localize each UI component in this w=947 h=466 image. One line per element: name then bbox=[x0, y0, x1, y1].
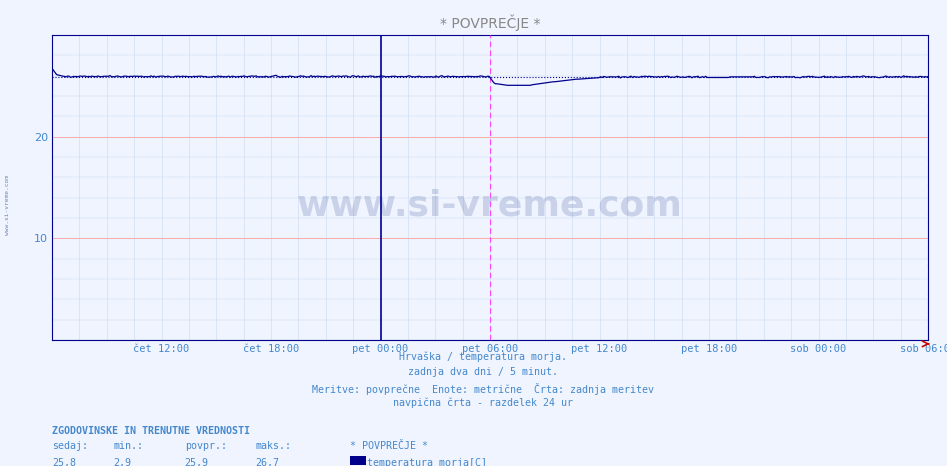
Text: Meritve: povprečne  Enote: metrične  Črta: zadnja meritev: Meritve: povprečne Enote: metrične Črta:… bbox=[312, 383, 654, 395]
Text: ZGODOVINSKE IN TRENUTNE VREDNOSTI: ZGODOVINSKE IN TRENUTNE VREDNOSTI bbox=[52, 426, 250, 436]
Text: maks.:: maks.: bbox=[256, 441, 292, 451]
Text: * POVPREČJE *: * POVPREČJE * bbox=[350, 441, 428, 451]
Text: www.si-vreme.com: www.si-vreme.com bbox=[297, 189, 683, 223]
Text: 2,9: 2,9 bbox=[114, 458, 132, 466]
Text: temperatura morja[C]: temperatura morja[C] bbox=[367, 458, 488, 466]
Text: sedaj:: sedaj: bbox=[52, 441, 88, 451]
Text: povpr.:: povpr.: bbox=[185, 441, 226, 451]
Text: navpična črta - razdelek 24 ur: navpična črta - razdelek 24 ur bbox=[393, 398, 573, 409]
Text: www.si-vreme.com: www.si-vreme.com bbox=[5, 175, 10, 235]
Text: 25,9: 25,9 bbox=[185, 458, 208, 466]
Text: min.:: min.: bbox=[114, 441, 144, 451]
Text: zadnja dva dni / 5 minut.: zadnja dva dni / 5 minut. bbox=[408, 367, 558, 377]
Title: * POVPREČJE *: * POVPREČJE * bbox=[439, 14, 541, 31]
Text: Hrvaška / temperatura morja.: Hrvaška / temperatura morja. bbox=[399, 352, 567, 363]
Text: 25,8: 25,8 bbox=[52, 458, 76, 466]
Text: 26,7: 26,7 bbox=[256, 458, 279, 466]
